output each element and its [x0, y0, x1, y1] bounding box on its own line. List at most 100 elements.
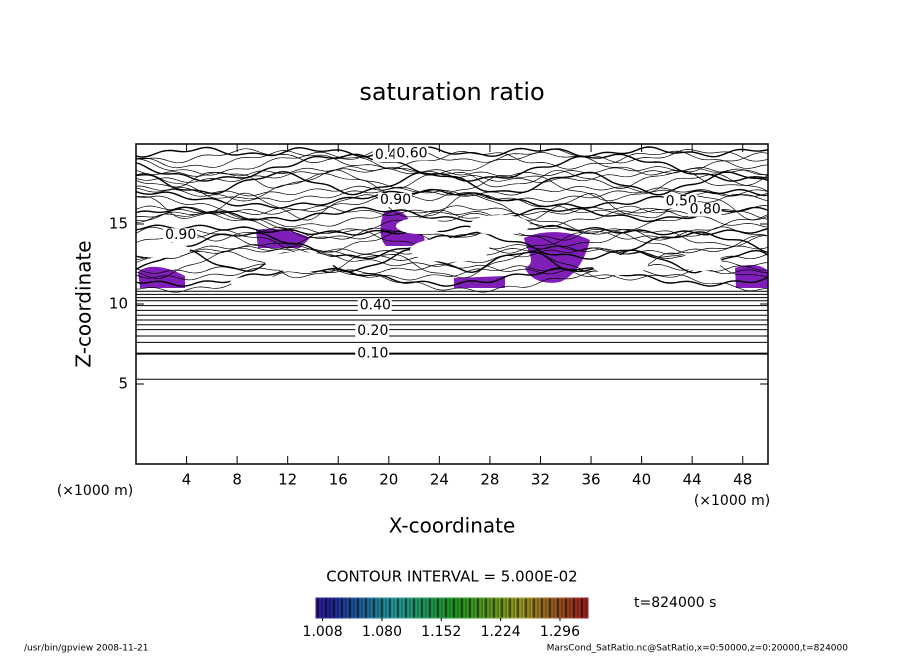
contour-label: 0.90 [380, 192, 411, 208]
colorbar-stripe [495, 597, 501, 619]
x-tick-label: 44 [683, 471, 702, 489]
x-tick-label: 36 [581, 471, 600, 489]
colorbar-stripe [371, 597, 377, 619]
contour-texture [136, 170, 768, 196]
colorbar-stripe [571, 597, 577, 619]
colorbar-stripe [507, 597, 513, 619]
colorbar-stripe [511, 597, 517, 619]
contour-texture [136, 251, 768, 279]
contour-region [136, 146, 768, 293]
y-axis-title: Z-coordinate [72, 240, 96, 367]
colorbar-stripe [583, 597, 589, 619]
colorbar-stripe [387, 597, 393, 619]
x-tick-label: 8 [232, 471, 242, 489]
colorbar-stripe [347, 597, 353, 619]
colorbar-stripe [383, 597, 389, 619]
contour-texture [136, 209, 768, 228]
colorbar-stripe [399, 597, 405, 619]
contour-texture [136, 169, 768, 189]
colorbar-stripe [323, 597, 329, 619]
y-tick-label: 10 [109, 295, 128, 313]
colorbar-stripe [327, 597, 333, 619]
contour-texture [136, 192, 768, 221]
contour-texture [136, 167, 768, 183]
x-axis-title: X-coordinate [389, 514, 516, 538]
colorbar-stripe [475, 597, 481, 619]
colorbar-stripe [547, 597, 553, 619]
colorbar-stripe [415, 597, 421, 619]
contour-label: 0.90 [165, 227, 196, 243]
y-tick-label: 15 [109, 215, 128, 233]
colorbar-stripe [343, 597, 349, 619]
contour-texture [136, 265, 768, 281]
colorbar-stripe [395, 597, 401, 619]
colorbar-stripe [543, 597, 549, 619]
colorbar-tick-label: 1.152 [421, 624, 461, 640]
colorbar-stripe [355, 597, 361, 619]
colorbar-stripe [335, 597, 341, 619]
colorbar-stripe [331, 597, 337, 619]
colorbar-stripe [363, 597, 369, 619]
colorbar-stripe [411, 597, 417, 619]
colorbar-stripe [479, 597, 485, 619]
contour-texture [136, 150, 768, 170]
footer-right: MarsCond_SatRatio.nc@SatRatio,x=0:50000,… [547, 644, 849, 654]
colorbar-stripe [351, 597, 357, 619]
x-tick-label: 32 [531, 471, 550, 489]
contour-texture [136, 212, 768, 240]
colorbar-stripe [419, 597, 425, 619]
contour-texture [136, 231, 768, 260]
contour-texture [136, 148, 768, 164]
contour-texture [136, 205, 768, 216]
contour-label: 0.20 [357, 323, 388, 339]
contour-gap [230, 276, 290, 288]
colorbar-tick-label: 1.008 [303, 624, 343, 640]
colorbar-stripe [523, 597, 529, 619]
y-tick-label: 5 [118, 375, 128, 393]
x-unit: (×1000 m) [694, 493, 770, 509]
colorbar-stripe [443, 597, 449, 619]
colorbar-stripe [531, 597, 537, 619]
colorbar-stripe [563, 597, 569, 619]
contour-texture [136, 151, 768, 176]
contour-label-bg [687, 202, 722, 217]
colorbar-stripe [447, 597, 453, 619]
contour-label: 0.80 [690, 202, 721, 218]
colorbar-tick-label: 1.224 [481, 624, 521, 640]
chart-title: saturation ratio [359, 78, 544, 106]
x-tick-label: 40 [632, 471, 651, 489]
contour-label: 0.40 [360, 298, 391, 314]
colorbar-stripe [359, 597, 365, 619]
contour-texture [136, 173, 768, 202]
contour-label-bg [163, 228, 198, 243]
contour-gap [678, 253, 722, 271]
contour-texture [136, 211, 768, 235]
contour-texture [136, 187, 768, 203]
colorbar-stripe [575, 597, 581, 619]
contour-texture [136, 206, 768, 223]
contour-label-bg [355, 324, 390, 339]
colorbar-stripe [463, 597, 469, 619]
colorbar-stripe [427, 597, 433, 619]
contour-texture [136, 267, 768, 287]
x-tick-label: 12 [278, 471, 297, 489]
colorbar-stripe [567, 597, 573, 619]
colorbar-stripe [339, 597, 345, 619]
colorbar-stripe [519, 597, 525, 619]
contour-gap [592, 255, 648, 275]
x-tick-label: 4 [182, 471, 192, 489]
contour-gap [470, 215, 530, 235]
contour-texture [136, 166, 768, 177]
colorbar-stripe [459, 597, 465, 619]
colorbar-stripe [487, 597, 493, 619]
colorbar-stripe [403, 597, 409, 619]
contour-gap [396, 218, 444, 234]
colorbar-stripe [499, 597, 505, 619]
contour-label-bg [377, 193, 412, 207]
colorbar-stripe [319, 597, 325, 619]
contour-label: 0.10 [357, 346, 388, 362]
contour-gap [265, 252, 335, 272]
colorbar-stripe [431, 597, 437, 619]
